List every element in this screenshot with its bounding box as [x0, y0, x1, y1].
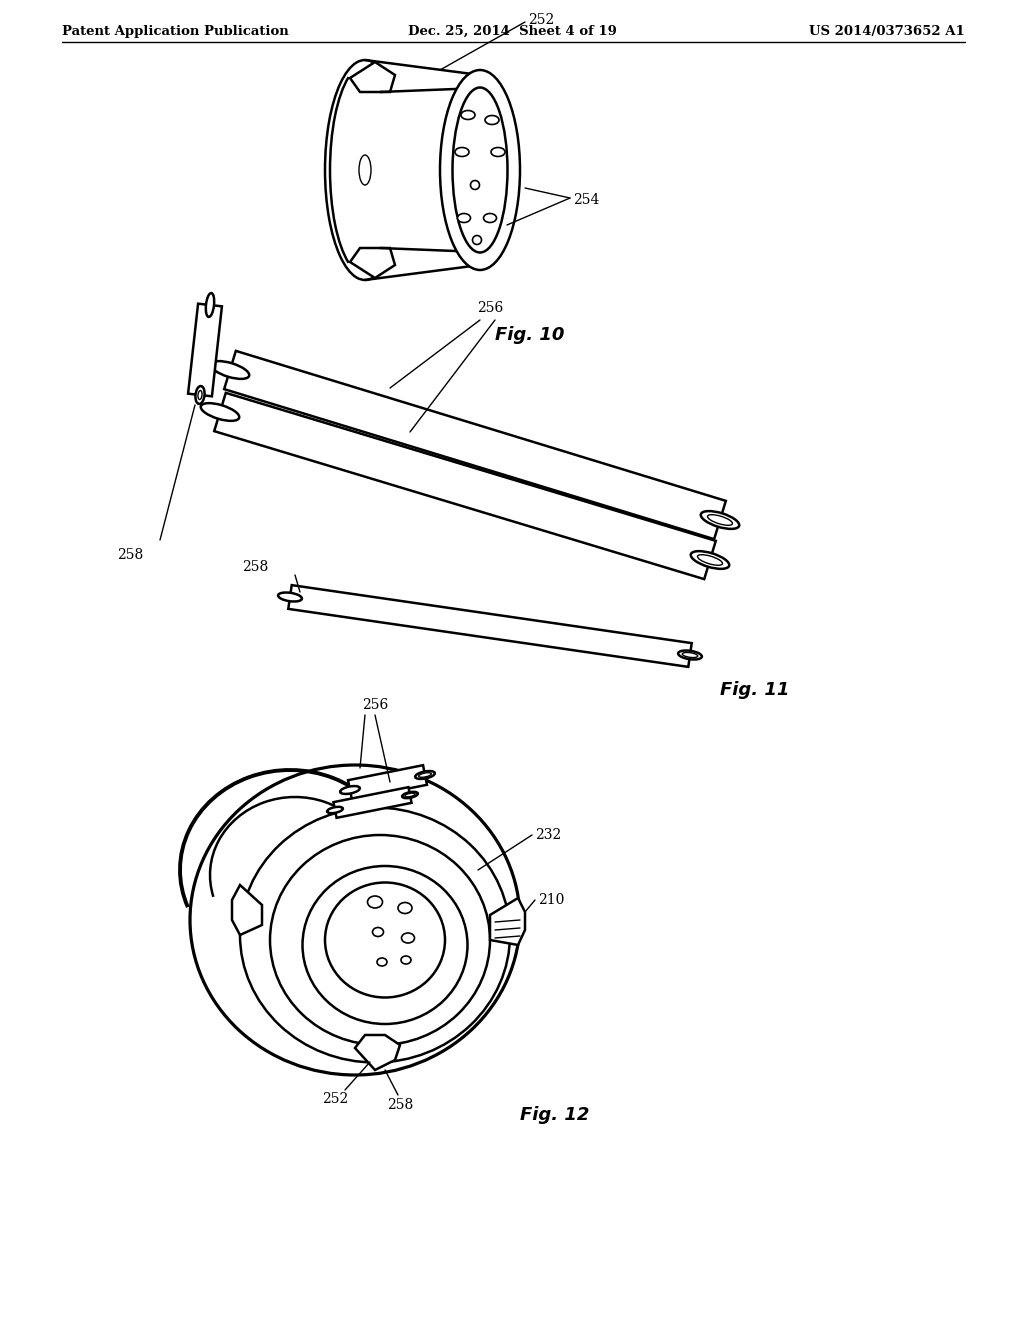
Ellipse shape [697, 554, 723, 565]
Text: Fig. 10: Fig. 10 [496, 326, 564, 345]
Ellipse shape [190, 766, 520, 1074]
Text: 258: 258 [117, 548, 143, 562]
Ellipse shape [485, 116, 499, 124]
Ellipse shape [377, 958, 387, 966]
Text: Fig. 11: Fig. 11 [720, 681, 790, 700]
Text: 210: 210 [538, 894, 564, 907]
Ellipse shape [398, 903, 412, 913]
Ellipse shape [458, 214, 470, 223]
Ellipse shape [419, 772, 431, 777]
Text: 252: 252 [528, 13, 554, 26]
Ellipse shape [270, 836, 490, 1045]
Ellipse shape [691, 552, 729, 569]
Polygon shape [289, 585, 692, 667]
Ellipse shape [700, 511, 739, 529]
Ellipse shape [401, 933, 415, 942]
Ellipse shape [678, 651, 701, 660]
Text: Dec. 25, 2014  Sheet 4 of 19: Dec. 25, 2014 Sheet 4 of 19 [408, 25, 616, 38]
Polygon shape [350, 248, 395, 279]
Ellipse shape [340, 785, 359, 793]
Ellipse shape [402, 792, 418, 799]
Polygon shape [214, 393, 716, 579]
Ellipse shape [401, 956, 411, 964]
Text: US 2014/0373652 A1: US 2014/0373652 A1 [809, 25, 965, 38]
Ellipse shape [461, 111, 475, 120]
Polygon shape [355, 1035, 400, 1071]
Ellipse shape [359, 154, 371, 185]
Text: Fig. 12: Fig. 12 [520, 1106, 590, 1125]
Ellipse shape [708, 515, 732, 525]
Ellipse shape [455, 148, 469, 157]
Polygon shape [188, 304, 222, 396]
Text: 252: 252 [322, 1092, 348, 1106]
Ellipse shape [240, 808, 510, 1063]
Text: 256: 256 [477, 301, 503, 315]
Ellipse shape [483, 214, 497, 223]
Text: 256: 256 [361, 698, 388, 711]
Ellipse shape [196, 385, 205, 404]
Ellipse shape [440, 70, 520, 271]
Ellipse shape [404, 793, 415, 797]
Ellipse shape [373, 928, 384, 936]
Ellipse shape [470, 181, 479, 190]
Ellipse shape [415, 771, 435, 779]
Ellipse shape [325, 883, 445, 998]
Ellipse shape [302, 866, 468, 1024]
Ellipse shape [453, 87, 508, 252]
Polygon shape [224, 351, 726, 539]
Polygon shape [348, 766, 427, 800]
Ellipse shape [682, 652, 697, 657]
Ellipse shape [206, 293, 214, 317]
Text: 258: 258 [242, 560, 268, 574]
Polygon shape [334, 787, 412, 818]
Ellipse shape [472, 235, 481, 244]
Text: 232: 232 [535, 828, 561, 842]
Ellipse shape [279, 593, 302, 602]
Ellipse shape [201, 403, 240, 421]
Text: 258: 258 [387, 1098, 413, 1111]
Ellipse shape [368, 896, 383, 908]
Ellipse shape [211, 362, 249, 379]
Ellipse shape [198, 391, 202, 400]
Text: 254: 254 [573, 193, 599, 207]
Polygon shape [232, 884, 262, 935]
Ellipse shape [327, 807, 343, 813]
Text: Patent Application Publication: Patent Application Publication [62, 25, 289, 38]
Polygon shape [350, 62, 395, 92]
Polygon shape [490, 898, 525, 945]
Ellipse shape [490, 148, 505, 157]
